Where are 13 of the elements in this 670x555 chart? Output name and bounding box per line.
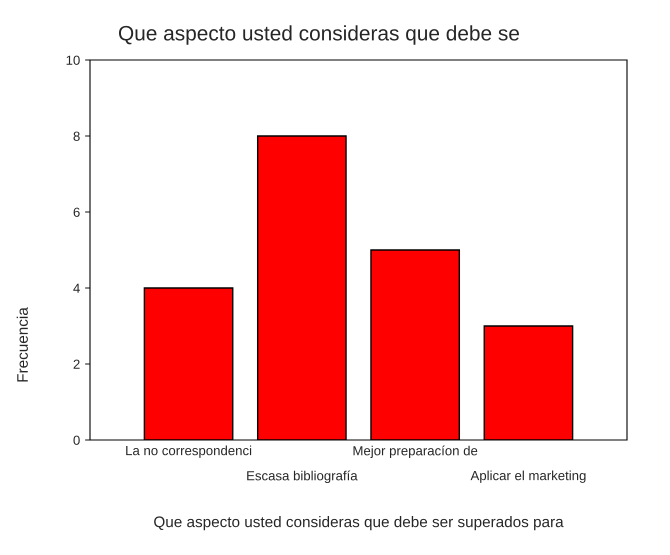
y-tick-label: 6: [74, 208, 80, 217]
y-tick-label: 2: [74, 360, 80, 369]
y-tick-label: 4: [73, 284, 80, 293]
chart-title: Que aspecto usted consideras que debe se: [118, 25, 519, 45]
x-tick-label: Escasa bibliografía: [247, 470, 358, 484]
x-axis-title: Que aspecto usted consideras que debe ser superados para: [154, 516, 564, 530]
y-tick-label: 8: [74, 132, 80, 141]
y-tick-label: 10: [66, 56, 80, 65]
x-tick-label: Aplicar el marketing: [470, 470, 586, 483]
y-tick-label: 0: [73, 436, 80, 445]
y-axis-title: Frecuencia: [16, 307, 28, 382]
x-tick-label: Mejor preparacíon de: [354, 446, 478, 458]
x-tick-label: La no correspondenci: [126, 446, 252, 458]
